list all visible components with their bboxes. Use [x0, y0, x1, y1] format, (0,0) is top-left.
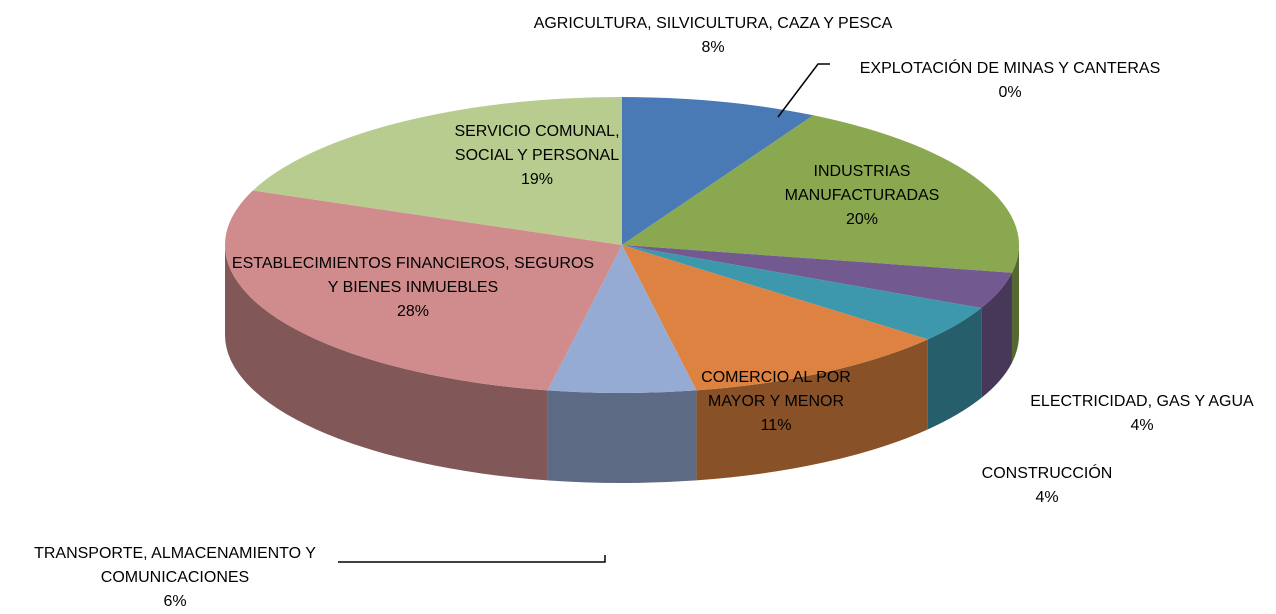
pie-slice-side — [981, 272, 1012, 399]
data-label: COMERCIO AL POR MAYOR Y MENOR 11% — [676, 366, 876, 438]
value-label: 28% — [396, 303, 430, 320]
value-label: 8% — [701, 39, 725, 56]
value-label: 19% — [520, 171, 554, 188]
category-label: EXPLOTACIÓN DE MINAS Y CANTERAS — [859, 60, 1161, 77]
data-label: CONSTRUCCIÓN 4% — [947, 462, 1147, 510]
value-label: 20% — [845, 211, 879, 228]
pie-slice — [252, 97, 623, 245]
category-label: SERVICIO COMUNAL, SOCIAL Y PERSONAL — [454, 123, 620, 164]
value-label: 0% — [998, 84, 1022, 101]
pie-slice-side — [696, 339, 928, 481]
data-label: INDUSTRIAS MANUFACTURADAS 20% — [767, 160, 957, 232]
pie-slice-side — [1011, 245, 1019, 363]
category-label: ELECTRICIDAD, GAS Y AGUA — [1030, 393, 1254, 410]
data-label: ESTABLECIMIENTOS FINANCIEROS, SEGUROS Y … — [228, 252, 598, 324]
pie-slice — [547, 245, 697, 394]
value-label: 4% — [1130, 417, 1154, 434]
category-label: COMERCIO AL POR MAYOR Y MENOR — [701, 369, 851, 410]
value-label: 4% — [1035, 489, 1059, 506]
value-label: 11% — [760, 417, 792, 434]
data-label: ELECTRICIDAD, GAS Y AGUA 4% — [1007, 390, 1276, 438]
pie-slice-side — [927, 308, 982, 430]
data-label: SERVICIO COMUNAL, SOCIAL Y PERSONAL 19% — [450, 120, 625, 192]
pie-slice-side — [547, 390, 697, 483]
category-label: TRANSPORTE, ALMACENAMIENTO Y COMUNICACIO… — [34, 545, 316, 586]
data-label: EXPLOTACIÓN DE MINAS Y CANTERAS 0% — [800, 57, 1220, 105]
data-label: AGRICULTURA, SILVICULTURA, CAZA Y PESCA 8… — [518, 12, 908, 60]
pie-slice — [622, 245, 982, 340]
pie-slice — [622, 115, 1019, 273]
pie-slice-side — [224, 245, 548, 481]
leader-line — [777, 63, 830, 118]
pie-slice — [225, 190, 623, 391]
category-label: AGRICULTURA, SILVICULTURA, CAZA Y PESCA — [533, 15, 893, 32]
value-label: 6% — [163, 593, 187, 610]
pie-slice — [622, 245, 1012, 309]
leader-line — [338, 555, 606, 563]
pie-slice — [622, 97, 814, 245]
category-label: CONSTRUCCIÓN — [981, 465, 1113, 482]
category-label: INDUSTRIAS MANUFACTURADAS — [784, 163, 940, 204]
pie-slice — [622, 245, 928, 391]
data-label: TRANSPORTE, ALMACENAMIENTO Y COMUNICACIO… — [5, 542, 345, 614]
category-label: ESTABLECIMIENTOS FINANCIEROS, SEGUROS Y … — [231, 255, 595, 296]
